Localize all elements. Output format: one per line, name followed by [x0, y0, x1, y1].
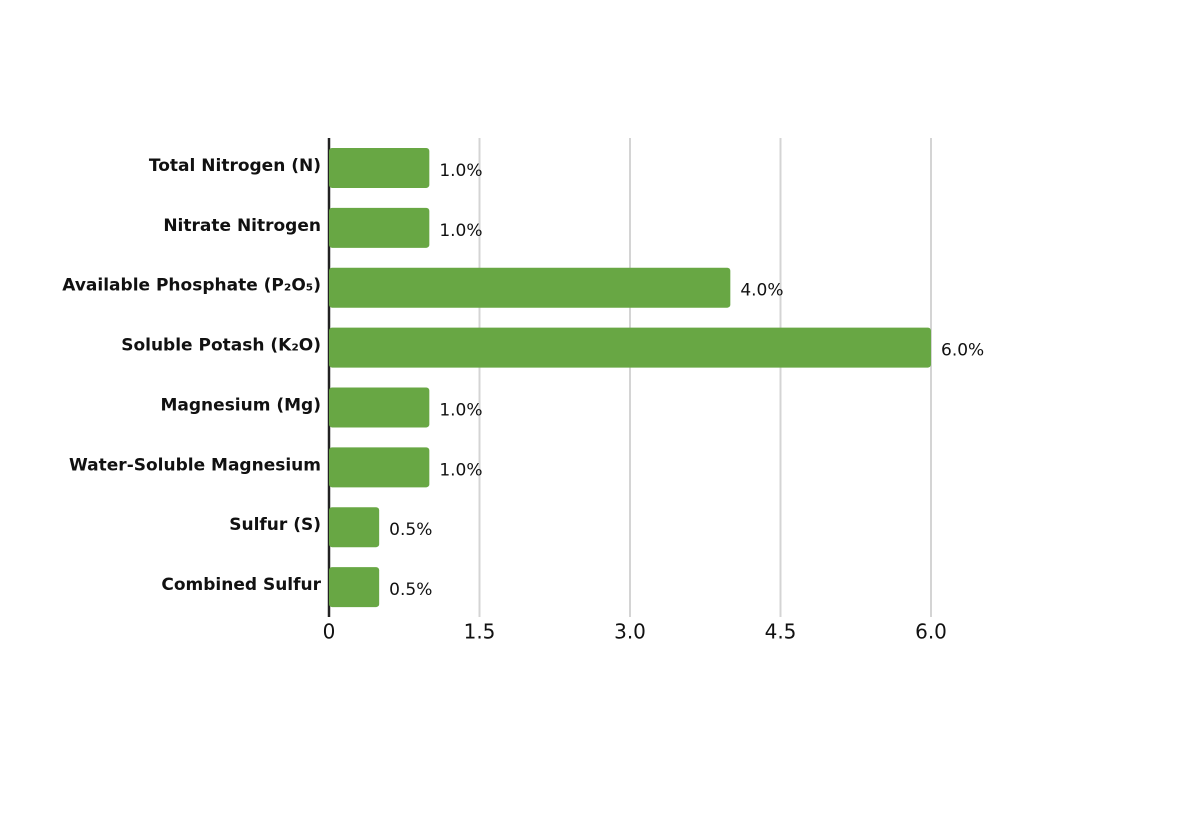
bar: [329, 387, 430, 428]
bar: [329, 147, 430, 188]
y-tick-label: Water-Soluble Magnesium: [69, 455, 321, 475]
x-tick-label: 6.0: [915, 620, 947, 644]
x-tick-label: 3.0: [614, 620, 646, 644]
x-tick-label: 1.5: [464, 620, 496, 644]
value-label: 1.0%: [439, 221, 482, 241]
value-label: 6.0%: [941, 341, 984, 361]
bar: [329, 267, 731, 308]
y-tick-label: Nitrate Nitrogen: [163, 216, 321, 236]
value-label: 0.5%: [389, 520, 432, 540]
bar: [329, 327, 931, 368]
bar: [329, 507, 380, 548]
y-tick-label: Total Nitrogen (N): [149, 156, 321, 176]
x-tick-label: 4.5: [765, 620, 797, 644]
value-label: 1.0%: [439, 161, 482, 181]
bar: [329, 207, 430, 248]
x-tick-label: 0: [323, 620, 336, 644]
value-label: 1.0%: [439, 460, 482, 480]
y-tick-label: Sulfur (S): [229, 515, 321, 535]
y-tick-label: Combined Sulfur: [161, 575, 321, 595]
y-tick-label: Available Phosphate (P₂O₅): [62, 276, 321, 296]
y-tick-label: Soluble Potash (K₂O): [121, 336, 321, 356]
y-tick-label: Magnesium (Mg): [161, 395, 322, 415]
value-label: 0.5%: [389, 580, 432, 600]
value-label: 4.0%: [740, 281, 783, 301]
bar: [329, 567, 380, 608]
bar: [329, 447, 430, 488]
value-label: 1.0%: [439, 400, 482, 420]
